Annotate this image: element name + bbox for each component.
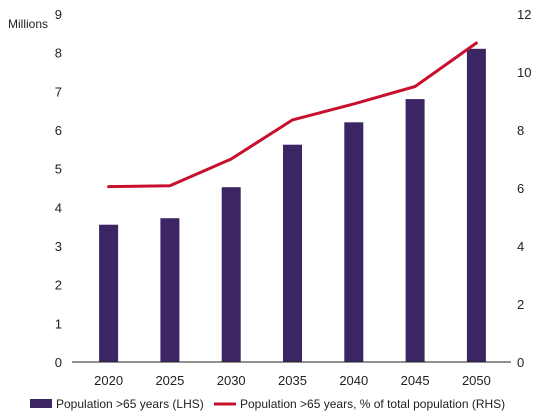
left-axis: 0 1 2 3 4 5 6 7 8 9: [55, 7, 62, 370]
bar: [221, 187, 241, 362]
right-tick-label: 0: [517, 355, 524, 370]
bar: [344, 122, 364, 362]
right-axis: 0 2 4 6 8 10 12: [517, 7, 531, 370]
bar: [405, 99, 425, 362]
x-axis: 2020 2025 2030 2035 2040 2045 2050: [94, 373, 491, 388]
bar: [283, 144, 302, 362]
bar: [99, 224, 119, 362]
right-tick-label: 8: [517, 123, 524, 138]
bar: [160, 218, 180, 362]
x-tick-label: 2025: [155, 373, 184, 388]
x-tick-label: 2020: [94, 373, 123, 388]
right-tick-label: 12: [517, 7, 531, 22]
left-tick-label: 9: [55, 7, 62, 22]
right-tick-label: 4: [517, 239, 524, 254]
legend-label-bar: Population >65 years (LHS): [56, 397, 204, 411]
right-tick-label: 6: [517, 181, 524, 196]
right-tick-label: 10: [517, 65, 531, 80]
left-axis-unit-label: Millions: [8, 17, 48, 31]
x-tick-label: 2045: [401, 373, 430, 388]
legend-label-line: Population >65 years, % of total populat…: [240, 397, 505, 411]
series-line: [107, 41, 478, 189]
bar-series: [99, 48, 486, 363]
line-series: [107, 41, 478, 189]
left-tick-label: 4: [55, 200, 62, 215]
legend: Population >65 years (LHS) Population >6…: [30, 397, 505, 411]
left-tick-label: 5: [55, 162, 62, 177]
legend-swatch-bar: [30, 399, 52, 408]
left-tick-label: 8: [55, 46, 62, 61]
x-tick-label: 2030: [217, 373, 246, 388]
left-tick-label: 6: [55, 123, 62, 138]
left-tick-label: 3: [55, 239, 62, 254]
x-tick-label: 2035: [278, 373, 307, 388]
left-tick-label: 0: [55, 355, 62, 370]
left-tick-label: 2: [55, 278, 62, 293]
left-tick-label: 7: [55, 84, 62, 99]
x-tick-label: 2040: [339, 373, 368, 388]
left-tick-label: 1: [55, 316, 62, 331]
x-tick-label: 2050: [462, 373, 491, 388]
bar: [466, 48, 486, 363]
right-tick-label: 2: [517, 297, 524, 312]
